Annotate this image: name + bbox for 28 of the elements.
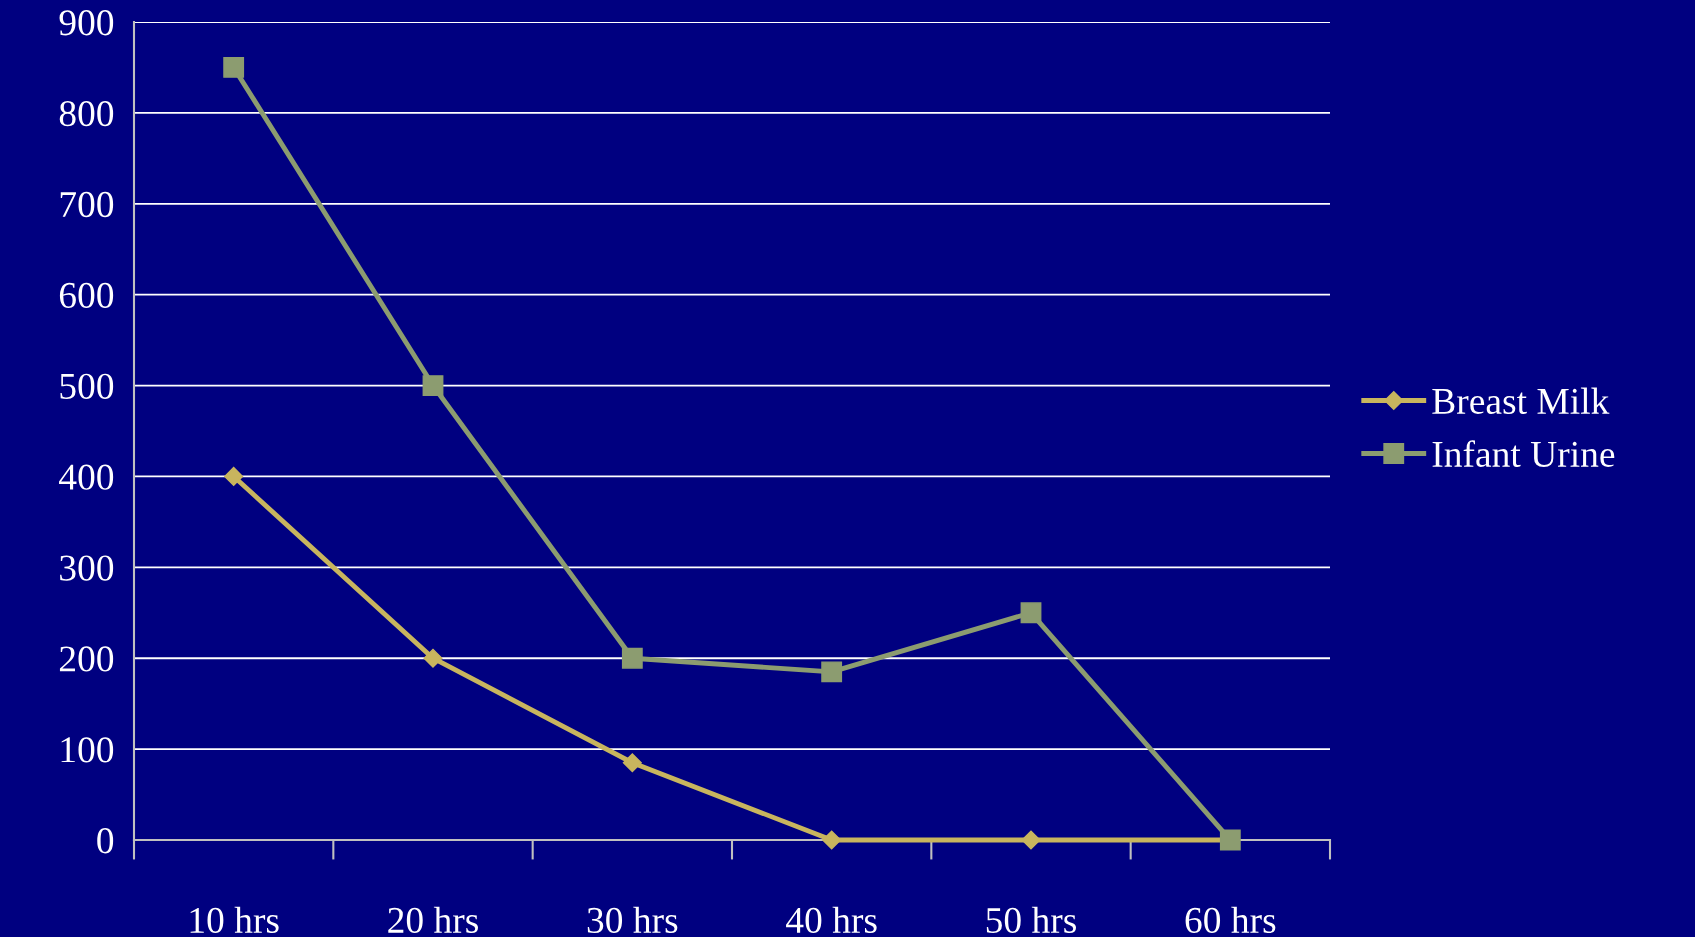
- y-tick-label: 500: [60, 373, 114, 399]
- point: [423, 648, 443, 668]
- point: [1020, 602, 1042, 624]
- y-tick-label: 0: [97, 828, 114, 854]
- y-tick-label: 700: [60, 191, 114, 218]
- x-tick-label: 50 hrs: [986, 906, 1076, 934]
- point: [622, 753, 642, 773]
- point: [422, 375, 444, 396]
- point: [1021, 830, 1041, 850]
- legend-label: Breast Milk: [1432, 387, 1610, 415]
- x-tick-label: 10 hrs: [190, 906, 279, 934]
- x-tick-label: 60 hrs: [1185, 906, 1276, 934]
- point: [822, 830, 842, 850]
- y-tick-label: 600: [59, 282, 114, 309]
- x-tick-label: 20 hrs: [388, 906, 478, 934]
- point: [224, 466, 244, 486]
- y-tick-label: 400: [59, 464, 114, 490]
- point: [621, 647, 643, 669]
- point: [821, 661, 843, 683]
- x-tick-label: 40 hrs: [786, 906, 877, 934]
- y-tick-label: 300: [60, 555, 114, 581]
- x-tick-label: 30 hrs: [587, 906, 678, 934]
- y-tick-label: 900: [59, 10, 114, 36]
- y-tick-label: 800: [59, 100, 114, 127]
- point: [223, 57, 245, 78]
- legend-label: Infant Urine: [1432, 440, 1615, 467]
- y-tick-label: 200: [59, 646, 114, 672]
- y-tick-label: 100: [61, 737, 114, 763]
